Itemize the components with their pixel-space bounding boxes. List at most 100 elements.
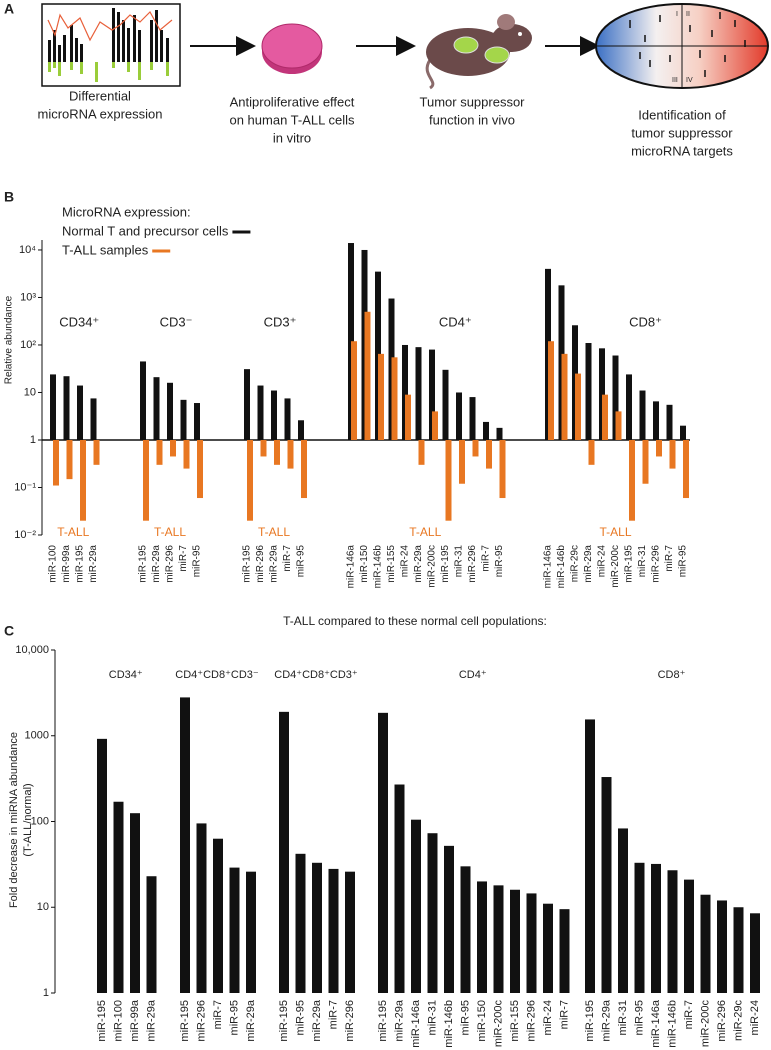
bar <box>639 390 646 440</box>
y-tick-label: 1000 <box>25 730 49 742</box>
group-note: T-ALL <box>57 525 89 539</box>
bar <box>328 868 339 993</box>
bar <box>50 374 56 440</box>
bar <box>445 439 452 521</box>
bar <box>634 862 645 993</box>
x-tick-label: miR-146a <box>346 545 357 589</box>
x-tick-label: miR-29a <box>269 545 280 583</box>
x-tick-label: miR-296 <box>344 1000 356 1042</box>
bar <box>559 909 570 993</box>
y-tick-label: 100 <box>31 815 49 827</box>
group-label: CD3⁻ <box>160 314 193 329</box>
x-tick-label: miR-29a <box>583 545 594 583</box>
x-tick-label: miR-195 <box>584 1000 596 1042</box>
panel-label: A <box>4 1 14 17</box>
x-tick-label: miR-146b <box>666 1000 678 1048</box>
panel-label: B <box>4 189 14 205</box>
bar <box>684 879 694 993</box>
bar <box>510 889 520 993</box>
x-tick-label: miR-296 <box>716 1000 728 1042</box>
bar <box>472 439 479 457</box>
x-tick-label: miR-150 <box>476 1000 488 1042</box>
x-tick-label: miR-195 <box>624 545 635 583</box>
bar <box>80 439 86 521</box>
bar <box>257 385 264 440</box>
bar <box>378 712 388 993</box>
x-tick-label: miR-29a <box>88 545 99 583</box>
workflow-captions: Differential microRNA expression Antiproli… <box>38 88 734 158</box>
bar <box>274 439 280 465</box>
bar <box>312 862 322 993</box>
group-label: CD8⁺ <box>658 669 686 681</box>
x-tick-label: miR-7 <box>212 1000 224 1029</box>
bar <box>585 343 592 440</box>
step-caption: microRNA targets <box>631 143 733 158</box>
bar <box>486 439 492 469</box>
group-note: T-ALL <box>599 525 631 539</box>
bar <box>351 341 357 440</box>
x-tick-label: miR-146a <box>410 999 422 1048</box>
quadrant-label: III <box>672 77 678 84</box>
x-tick-label: miR-95 <box>633 1000 645 1035</box>
group-label: CD4⁺ <box>459 669 487 681</box>
bar <box>653 401 659 440</box>
bar <box>666 404 673 440</box>
x-tick-label: miR-31 <box>637 545 648 578</box>
x-tick-label: miR-195 <box>278 1000 290 1042</box>
y-tick-label: 1 <box>30 434 36 446</box>
x-tick-label: miR-95 <box>459 1000 471 1035</box>
group-label: CD8⁺ <box>629 314 662 329</box>
bar <box>345 871 355 993</box>
target-heatmap: I II III IV <box>595 3 769 89</box>
chart-c: 1 10 100 1000 10,000 T-ALL compared to these … <box>8 614 761 1048</box>
bar <box>700 894 711 993</box>
x-tick-label: miR-7 <box>481 545 492 572</box>
bar <box>444 845 454 993</box>
bar <box>496 427 503 440</box>
y-axis-label: Fold decrease in miRNA abundance <box>8 732 20 908</box>
x-tick-label: miR-95 <box>228 1000 240 1035</box>
y-tick-label: 10 <box>37 901 49 913</box>
bar <box>77 385 83 440</box>
x-tick-label: miR-24 <box>597 545 608 578</box>
x-tick-label: miR-31 <box>617 1000 629 1035</box>
y-axis-label: Relative abundance <box>4 295 15 384</box>
x-tick-label: miR-99a <box>129 999 141 1041</box>
group-label: CD4⁺CD8⁺CD3⁻ <box>175 669 259 681</box>
x-tick-label: miR-200c <box>699 1000 711 1048</box>
bar <box>53 439 59 486</box>
x-tick-label: miR-7 <box>558 1000 570 1029</box>
x-tick-label: miR-146b <box>556 545 567 589</box>
bar <box>287 439 294 469</box>
bar <box>93 439 100 465</box>
bar <box>364 311 371 440</box>
bar <box>90 398 97 440</box>
x-tick-label: miR-296 <box>651 545 662 583</box>
x-tick-label: miR-146b <box>443 1000 455 1048</box>
bar <box>601 777 612 993</box>
legend-title: MicroRNA expression: <box>62 204 191 219</box>
x-tick-label: miR-146b <box>373 545 384 589</box>
bar <box>140 361 146 440</box>
x-tick-label: miR-99a <box>61 545 72 583</box>
y-tick-label: 10³ <box>20 291 36 303</box>
bar <box>170 439 176 457</box>
x-tick-label: miR-155 <box>509 1000 521 1042</box>
quadrant-label: II <box>686 11 690 18</box>
x-tick-label: miR-24 <box>400 545 411 578</box>
x-tick-label: miR-195 <box>440 545 451 583</box>
bar <box>66 439 73 480</box>
bar <box>642 439 649 484</box>
bar <box>246 871 256 993</box>
bar <box>63 376 70 440</box>
bar <box>548 341 554 440</box>
group-label: CD4⁺ <box>439 314 472 329</box>
bar <box>651 863 661 993</box>
bar <box>298 420 304 440</box>
x-tick-label: miR-200c <box>427 545 438 588</box>
x-tick-label: miR-195 <box>96 1000 108 1042</box>
bar <box>427 833 438 993</box>
bar <box>733 907 744 993</box>
bar <box>656 439 662 457</box>
